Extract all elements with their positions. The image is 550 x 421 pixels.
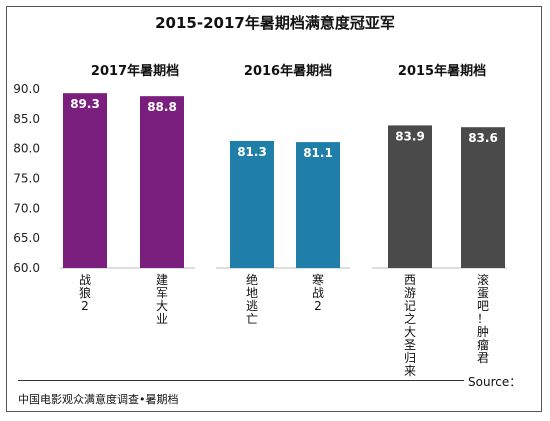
category-label: 绝地逃亡 bbox=[246, 272, 258, 326]
bar bbox=[140, 96, 184, 268]
bar bbox=[63, 93, 107, 268]
y-tick-label: 90.0 bbox=[13, 82, 40, 96]
category-label: 滚蛋吧！肿瘤君 bbox=[477, 272, 489, 365]
group-title-2017: 2017年暑期档 bbox=[90, 64, 180, 79]
chart-title: 2015-2017年暑期档满意度冠亚军 bbox=[155, 14, 395, 32]
y-tick-label: 60.0 bbox=[13, 261, 40, 275]
bar-value-label: 81.3 bbox=[237, 145, 267, 159]
y-tick-label: 85.0 bbox=[13, 112, 40, 126]
category-label: 战狼 2 bbox=[79, 273, 91, 313]
category-label: 建军大业 bbox=[156, 273, 168, 326]
source-label: Source： bbox=[468, 375, 522, 389]
bar bbox=[296, 142, 340, 268]
source-text: 中国电影观众满意度调查•暑期档 bbox=[18, 393, 179, 406]
y-tick-label: 65.0 bbox=[13, 231, 40, 245]
source-divider bbox=[18, 380, 464, 381]
bar bbox=[230, 140, 274, 268]
bar bbox=[461, 127, 505, 268]
y-tick-label: 75.0 bbox=[13, 172, 40, 186]
y-tick-label: 70.0 bbox=[13, 201, 40, 215]
bar-value-label: 81.1 bbox=[303, 146, 333, 160]
bar-value-label: 83.9 bbox=[395, 129, 425, 143]
bar-value-label: 83.6 bbox=[468, 131, 498, 145]
bar bbox=[388, 125, 432, 268]
bar-value-label: 89.3 bbox=[70, 97, 100, 111]
category-label: 寒战 2 bbox=[312, 272, 324, 313]
bar-value-label: 88.8 bbox=[147, 100, 177, 114]
y-tick-label: 80.0 bbox=[13, 142, 40, 156]
group-title-2015: 2015年暑期档 bbox=[397, 64, 487, 79]
group-title-2016: 2016年暑期档 bbox=[243, 64, 333, 79]
category-label: 西游记之大圣归来 bbox=[404, 273, 416, 378]
